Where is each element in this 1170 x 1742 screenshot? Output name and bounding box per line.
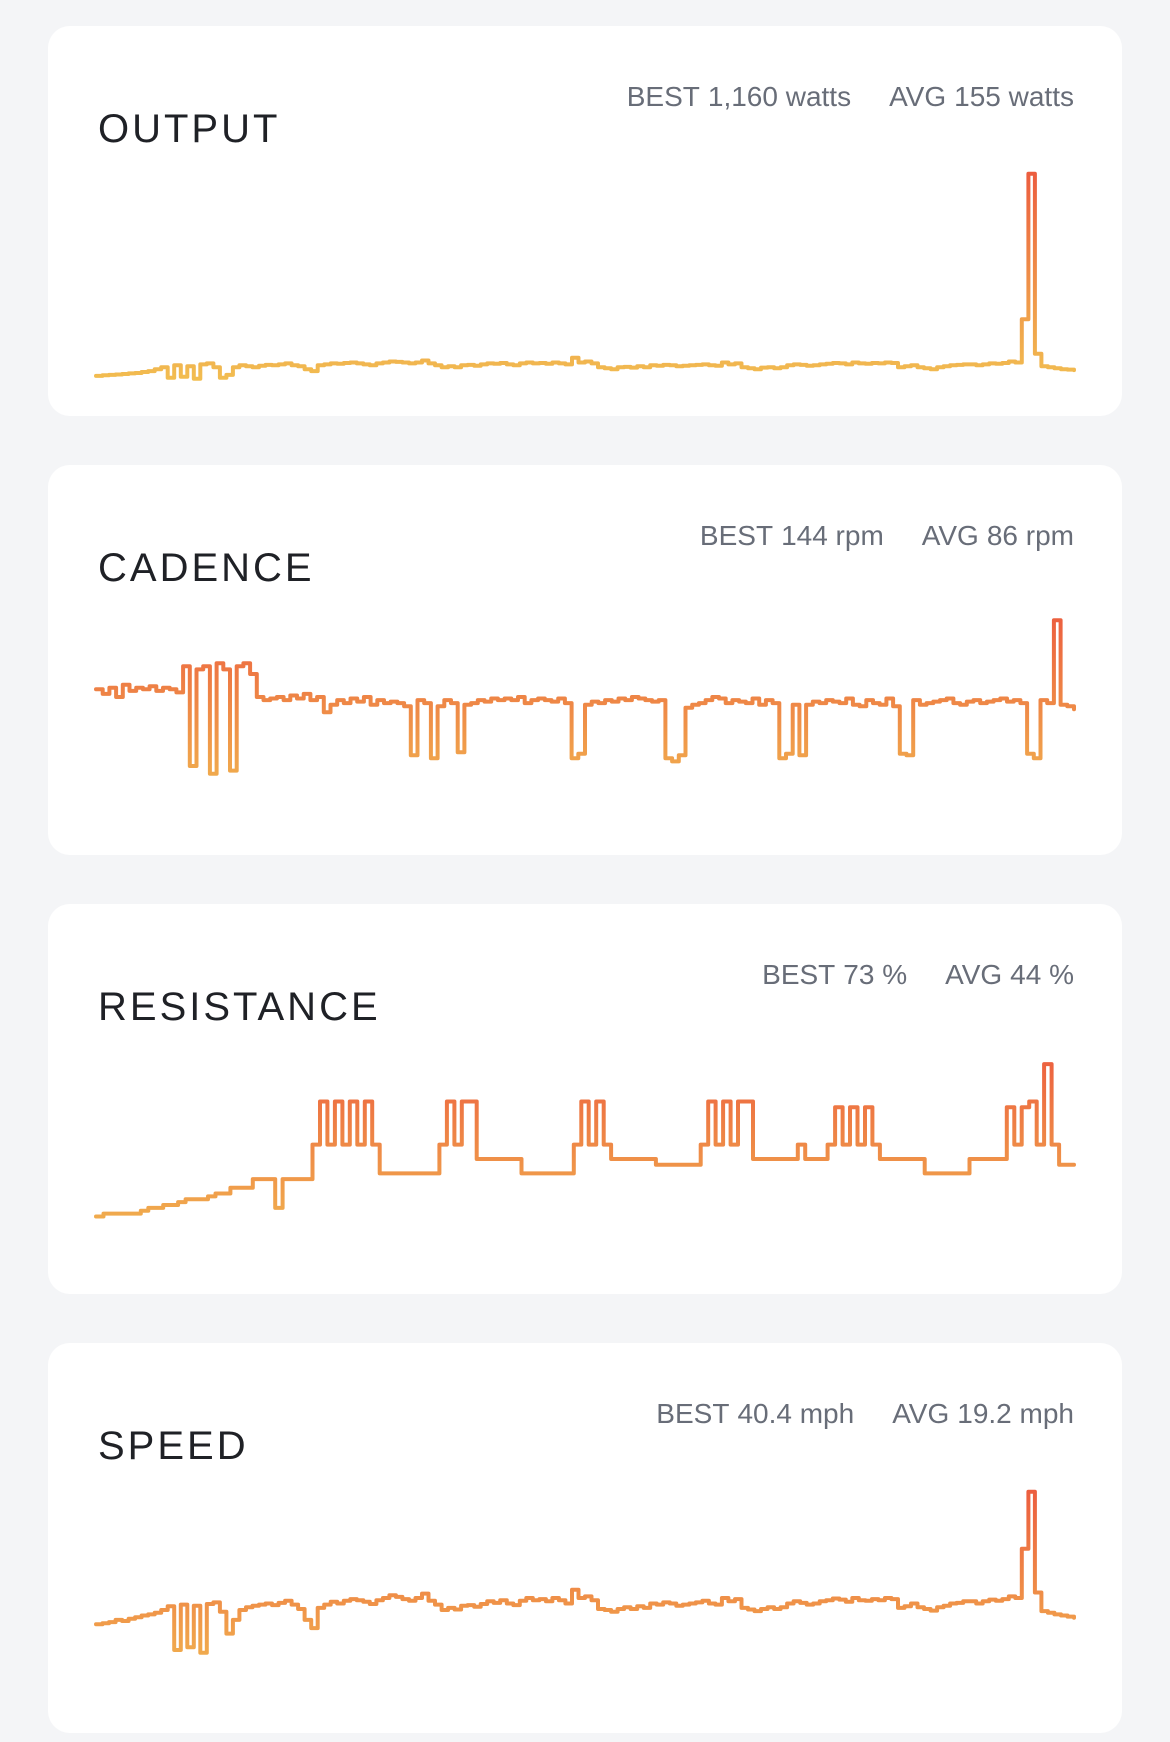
stats-row: BEST 73 % AVG 44 %	[762, 961, 1074, 989]
metric-card-speed: SPEED BEST 40.4 mph AVG 19.2 mph	[48, 1343, 1122, 1733]
avg-stat: AVG 19.2 mph	[892, 1400, 1074, 1428]
best-stat: BEST 1,160 watts	[627, 83, 851, 111]
best-value: 73 %	[843, 959, 908, 990]
best-label: BEST	[626, 81, 700, 112]
output-line-chart	[94, 171, 1076, 381]
best-label: BEST	[762, 959, 836, 990]
avg-label: AVG	[921, 520, 979, 551]
avg-stat: AVG 155 watts	[889, 83, 1074, 111]
best-label: BEST	[656, 1398, 730, 1429]
stats-row: BEST 40.4 mph AVG 19.2 mph	[656, 1400, 1074, 1428]
speed-line-chart	[94, 1489, 1076, 1655]
card-title: RESISTANCE	[98, 985, 381, 1030]
avg-value: 155 watts	[954, 81, 1074, 112]
avg-value: 86 rpm	[986, 520, 1074, 551]
best-label: BEST	[699, 520, 774, 551]
best-stat: BEST 40.4 mph	[656, 1400, 854, 1428]
output-series-line	[94, 171, 1076, 381]
cadence-series-line	[94, 618, 1076, 776]
best-stat: BEST 73 %	[762, 961, 907, 989]
avg-value: 19.2 mph	[957, 1398, 1074, 1429]
card-title: OUTPUT	[98, 107, 281, 152]
avg-stat: AVG 86 rpm	[922, 522, 1074, 550]
card-title: SPEED	[98, 1424, 249, 1469]
speed-series-line	[94, 1489, 1076, 1655]
metric-card-resistance: RESISTANCE BEST 73 % AVG 44 %	[48, 904, 1122, 1294]
card-title: CADENCE	[98, 546, 315, 591]
metric-card-cadence: CADENCE BEST 144 rpm AVG 86 rpm	[48, 465, 1122, 855]
best-value: 1,160 watts	[707, 81, 852, 112]
avg-label: AVG	[889, 81, 947, 112]
resistance-series-line	[94, 1062, 1076, 1219]
best-value: 144 rpm	[781, 520, 884, 551]
resistance-line-chart	[94, 1062, 1076, 1219]
best-value: 40.4 mph	[737, 1398, 855, 1429]
cadence-line-chart	[94, 618, 1076, 776]
avg-stat: AVG 44 %	[945, 961, 1074, 989]
avg-label: AVG	[892, 1398, 950, 1429]
stats-row: BEST 1,160 watts AVG 155 watts	[627, 83, 1074, 111]
metric-card-output: OUTPUT BEST 1,160 watts AVG 155 watts	[48, 26, 1122, 416]
avg-label: AVG	[945, 959, 1003, 990]
stats-row: BEST 144 rpm AVG 86 rpm	[700, 522, 1074, 550]
best-stat: BEST 144 rpm	[700, 522, 884, 550]
avg-value: 44 %	[1010, 959, 1074, 990]
